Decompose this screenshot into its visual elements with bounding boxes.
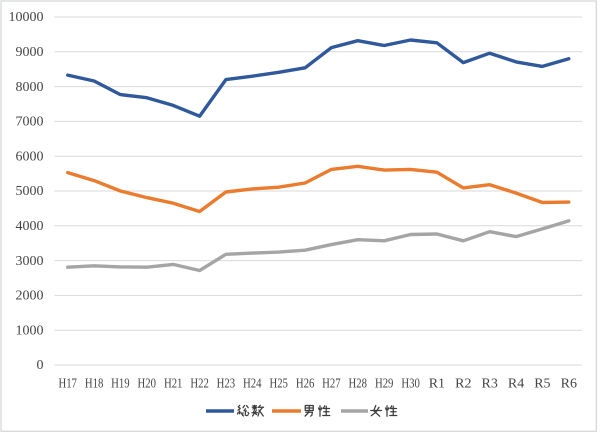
- svg-text:9000: 9000: [16, 45, 44, 60]
- svg-text:H26: H26: [296, 377, 315, 392]
- svg-text:R5: R5: [534, 377, 550, 392]
- svg-text:R4: R4: [508, 377, 524, 392]
- svg-text:5000: 5000: [16, 184, 44, 199]
- svg-text:H27: H27: [322, 377, 341, 392]
- svg-text:H21: H21: [164, 377, 183, 392]
- svg-text:1000: 1000: [16, 323, 44, 338]
- svg-text:R2: R2: [455, 377, 471, 392]
- svg-text:4000: 4000: [16, 219, 44, 234]
- svg-text:10000: 10000: [9, 10, 44, 25]
- svg-text:8000: 8000: [16, 80, 44, 95]
- svg-text:2000: 2000: [16, 289, 44, 304]
- svg-text:R3: R3: [482, 377, 498, 392]
- svg-text:H23: H23: [217, 377, 236, 392]
- svg-text:0: 0: [37, 358, 44, 373]
- svg-text:R6: R6: [561, 377, 577, 392]
- svg-text:H18: H18: [85, 377, 104, 392]
- svg-text:H22: H22: [190, 377, 209, 392]
- svg-text:6000: 6000: [16, 149, 44, 164]
- svg-text:H28: H28: [349, 377, 368, 392]
- svg-text:H19: H19: [111, 377, 130, 392]
- svg-text:H30: H30: [401, 377, 420, 392]
- svg-text:H20: H20: [138, 377, 157, 392]
- svg-text:7000: 7000: [16, 115, 44, 130]
- svg-text:H24: H24: [243, 377, 262, 392]
- svg-text:R1: R1: [429, 377, 445, 392]
- svg-text:3000: 3000: [16, 254, 44, 269]
- svg-text:H25: H25: [269, 377, 288, 392]
- svg-text:H29: H29: [375, 377, 394, 392]
- svg-text:H17: H17: [58, 377, 77, 392]
